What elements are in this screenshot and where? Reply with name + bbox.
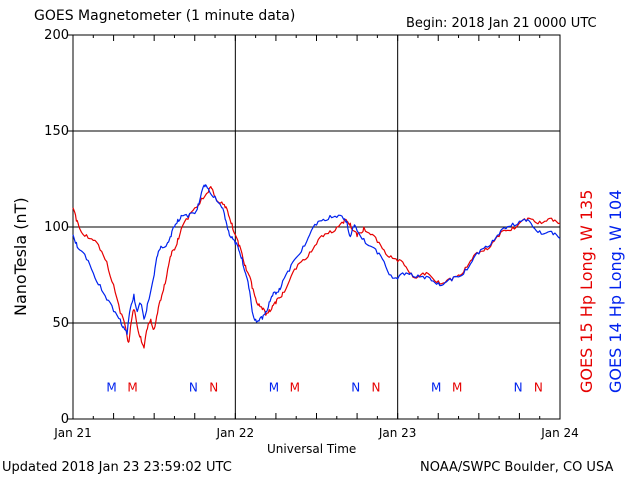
legend-goes14: GOES 14 Hp Long. W 104 (606, 189, 625, 393)
y-tick-label: 200 (44, 28, 69, 43)
begin-time-label: Begin: 2018 Jan 21 0000 UTC (406, 16, 597, 31)
x-tick-label: Jan 22 (216, 426, 255, 440)
midnight-marker: M (290, 380, 300, 394)
midnight-marker: M (269, 380, 279, 394)
x-tick-label: Jan 24 (540, 426, 579, 440)
noon-marker: N (351, 380, 360, 394)
midnight-marker: M (452, 380, 462, 394)
noon-marker: N (209, 380, 218, 394)
y-axis-label: NanoTesla (nT) (11, 197, 30, 316)
credit-label: NOAA/SWPC Boulder, CO USA (420, 460, 614, 475)
goes14-series-line (72, 184, 561, 336)
x-tick-label: Jan 23 (378, 426, 417, 440)
y-tick-label: 0 (61, 412, 69, 427)
y-tick-label: 50 (52, 316, 69, 331)
y-tick-label: 100 (44, 220, 69, 235)
plot-frame (72, 34, 561, 420)
chart-title: GOES Magnetometer (1 minute data) (34, 8, 296, 24)
legend-goes15: GOES 15 Hp Long. W 135 (577, 189, 596, 393)
midnight-marker: M (431, 380, 441, 394)
noon-marker: N (372, 380, 381, 394)
updated-timestamp: Updated 2018 Jan 23 23:59:02 UTC (2, 460, 232, 475)
x-axis-label: Universal Time (267, 442, 357, 456)
goes15-series-line (72, 186, 561, 349)
noon-marker: N (514, 380, 523, 394)
y-tick-label: 150 (44, 124, 69, 139)
noon-marker: N (189, 380, 198, 394)
midnight-marker: M (106, 380, 116, 394)
x-tick-label: Jan 21 (53, 426, 92, 440)
midnight-marker: M (127, 380, 137, 394)
noon-marker: N (534, 380, 543, 394)
